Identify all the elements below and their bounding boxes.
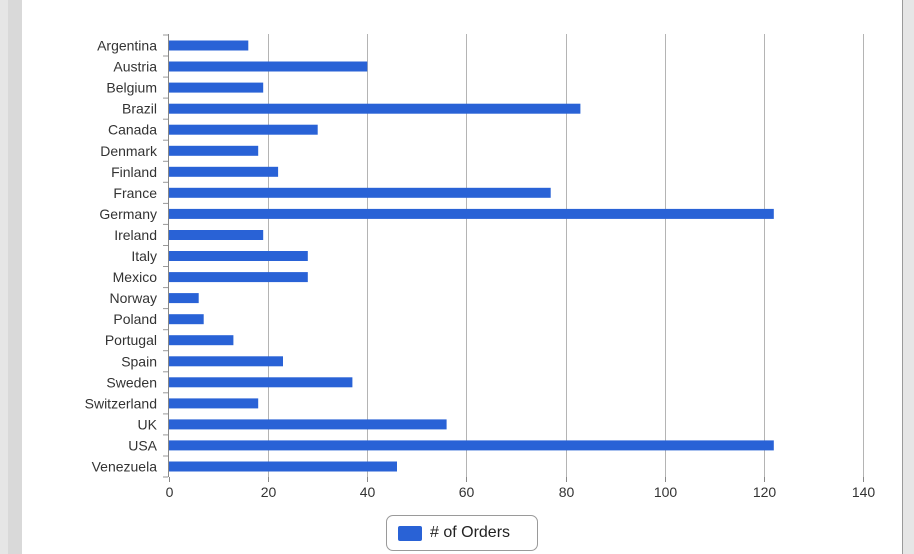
bar-norway — [169, 293, 199, 304]
y-tick-label: Italy — [131, 248, 157, 264]
y-tick-label: Sweden — [106, 374, 157, 390]
bar-germany — [169, 208, 774, 219]
bar-austria — [169, 61, 368, 72]
bar-mexico — [169, 272, 308, 283]
bar-brazil — [169, 103, 581, 114]
y-tick-label: Venezuela — [92, 459, 158, 475]
bar-belgium — [169, 82, 264, 93]
legend-label: # of Orders — [430, 524, 511, 541]
y-tick-label: Denmark — [100, 143, 158, 159]
bar-poland — [169, 314, 204, 325]
bar-denmark — [169, 145, 259, 156]
axis-labels: 0 20 40 60 80 100 120 140 Argentina Austria Belgiu… — [85, 38, 876, 501]
bar-uk — [169, 419, 447, 430]
bar-canada — [169, 124, 318, 135]
bar-portugal — [169, 335, 234, 346]
x-tick-label: 0 — [166, 484, 174, 500]
y-tick-label: France — [113, 185, 157, 201]
gridlines — [268, 34, 864, 477]
x-tick-label: 60 — [459, 484, 475, 500]
legend-swatch — [398, 525, 422, 541]
bar-switzerland — [169, 398, 259, 409]
x-tick-label: 140 — [852, 484, 876, 500]
bars — [169, 40, 774, 472]
window-right-edge — [902, 0, 903, 554]
chart-legend[interactable]: # of Orders — [386, 515, 538, 551]
bar-sweden — [169, 377, 353, 388]
y-tick-label: USA — [128, 437, 157, 453]
y-tick-label: Austria — [113, 59, 157, 75]
bar-argentina — [169, 40, 249, 51]
y-tick-label: Spain — [121, 353, 157, 369]
y-tick-label: Poland — [113, 311, 157, 327]
y-tick-label: Mexico — [113, 269, 158, 285]
y-tick-label: Portugal — [105, 332, 157, 348]
y-tick-label: Ireland — [114, 227, 157, 243]
y-tick-label: Norway — [110, 290, 157, 306]
bar-venezuela — [169, 461, 397, 472]
y-tick-label: Canada — [108, 122, 157, 138]
x-tick-label: 100 — [654, 484, 678, 500]
y-tick-label: Switzerland — [85, 395, 157, 411]
bar-finland — [169, 166, 279, 177]
x-tick-label: 40 — [360, 484, 376, 500]
bar-france — [169, 187, 551, 198]
bar-usa — [169, 440, 774, 451]
y-tick-label: Finland — [111, 164, 157, 180]
x-tick-label: 80 — [559, 484, 575, 500]
axes — [163, 34, 864, 482]
y-tick-label: Germany — [99, 206, 157, 222]
y-tick-label: Argentina — [97, 38, 157, 54]
y-tick-label: UK — [138, 416, 158, 432]
bar-spain — [169, 356, 283, 367]
x-tick-label: 120 — [753, 484, 777, 500]
x-tick-label: 20 — [261, 484, 277, 500]
y-tick-label: Belgium — [106, 80, 157, 96]
bar-italy — [169, 251, 308, 261]
bar-ireland — [169, 230, 264, 240]
y-tick-label: Brazil — [122, 101, 157, 117]
